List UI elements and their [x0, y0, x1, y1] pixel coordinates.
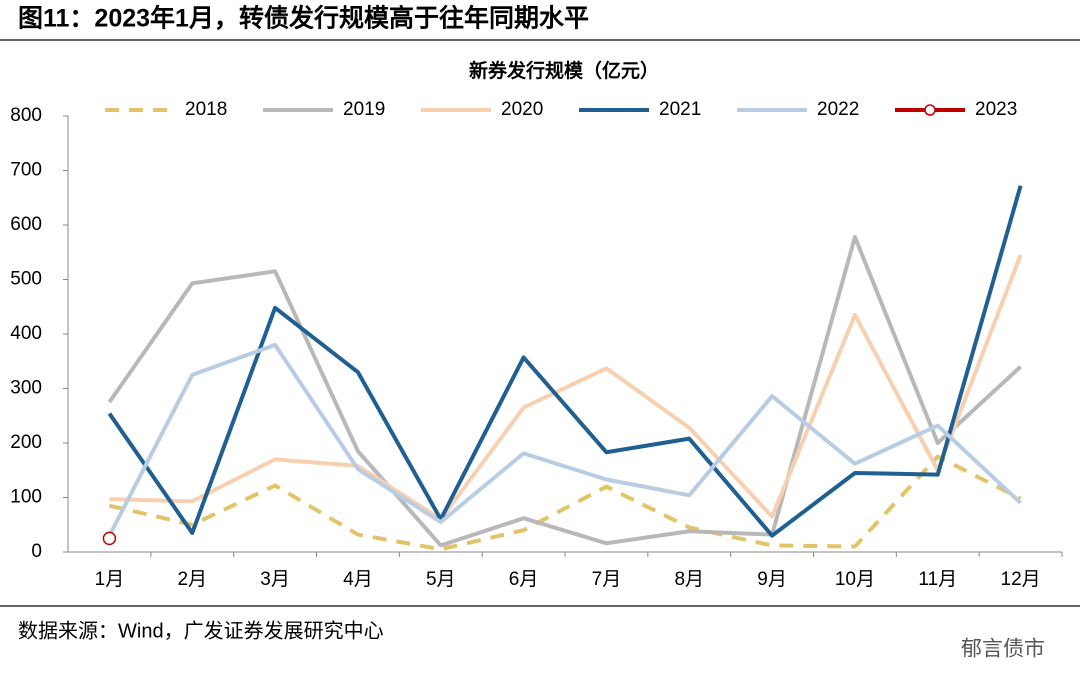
watermark: 郁言债市	[961, 638, 1045, 661]
x-tick-label: 11月	[918, 569, 957, 590]
x-tick-label: 9月	[757, 569, 787, 590]
y-tick-label: 600	[10, 214, 42, 235]
series-line	[109, 254, 1023, 522]
series-line	[107, 342, 1022, 537]
series-point	[102, 531, 117, 546]
y-tick-label: 200	[10, 432, 42, 453]
legend-label: 2023	[975, 99, 1017, 120]
x-tick-label: 12月	[1001, 569, 1041, 590]
source-note: 数据来源：Wind，广发证券发展研究中心	[18, 619, 384, 642]
legend-marker	[924, 104, 936, 116]
chart-title: 图11：2023年1月，转债发行规模高于往年同期水平	[18, 4, 589, 33]
y-tick-label: 500	[10, 269, 42, 290]
series-line	[108, 454, 1022, 552]
x-tick-label: 5月	[426, 569, 456, 590]
x-tick-label: 7月	[592, 569, 622, 590]
y-tick-label: 400	[10, 323, 42, 344]
y-tick-label: 0	[31, 541, 42, 562]
y-tick-label: 800	[10, 105, 42, 126]
x-tick-label: 10月	[835, 569, 875, 590]
series-line	[107, 234, 1022, 548]
y-tick-label: 300	[10, 378, 42, 399]
legend-label: 2018	[185, 99, 227, 120]
x-tick-label: 6月	[509, 569, 539, 590]
y-tick-label: 100	[10, 487, 42, 508]
legend-label: 2020	[501, 99, 543, 120]
x-tick-label: 3月	[260, 569, 290, 590]
legend-label: 2022	[817, 99, 859, 120]
legend-label: 2019	[343, 99, 385, 120]
y-tick-label: 700	[10, 160, 42, 181]
x-tick-label: 8月	[674, 569, 704, 590]
x-tick-label: 1月	[95, 569, 125, 590]
x-tick-label: 2月	[177, 569, 207, 590]
legend-label: 2021	[659, 99, 701, 120]
chart-subtitle: 新券发行规模（亿元）	[469, 59, 659, 82]
series-line	[107, 185, 1023, 538]
x-tick-label: 4月	[343, 569, 373, 590]
